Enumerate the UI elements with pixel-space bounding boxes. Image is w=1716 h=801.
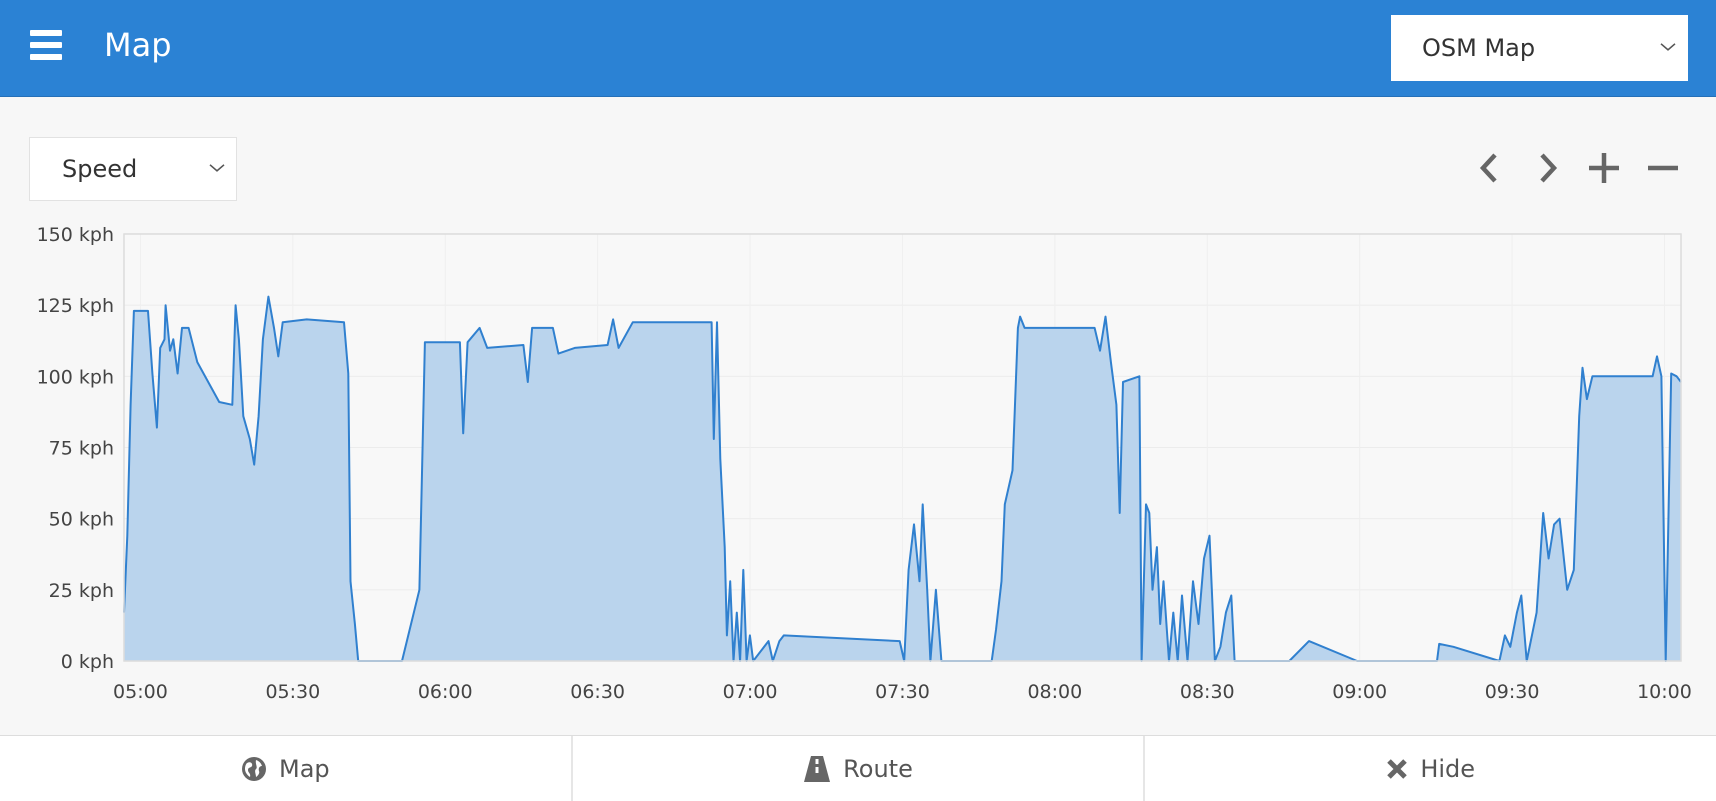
map-button-label: Map (279, 754, 330, 783)
app-header: Map OSM Map (0, 0, 1716, 97)
road-icon (804, 755, 831, 782)
x-tick-label: 07:00 (723, 681, 778, 703)
metric-value: Speed (62, 155, 138, 183)
x-tick-label: 08:00 (1027, 681, 1082, 703)
plot-frame (123, 233, 1682, 662)
page-title: Map (104, 26, 172, 64)
x-tick-label: 05:30 (265, 681, 320, 703)
x-tick-label: 07:30 (875, 681, 930, 703)
x-tick-label: 10:00 (1637, 681, 1692, 703)
hide-button[interactable]: Hide (1145, 736, 1716, 801)
map-type-select[interactable]: OSM Map (1391, 15, 1688, 81)
route-button[interactable]: Route (573, 736, 1146, 801)
y-tick-label: 50 kph (49, 509, 114, 531)
y-tick-label: 150 kph (37, 224, 114, 246)
map-type-value: OSM Map (1422, 34, 1536, 62)
chevron-right-icon[interactable] (1529, 150, 1565, 186)
y-tick-label: 75 kph (49, 438, 114, 460)
route-button-label: Route (843, 754, 913, 783)
chart-grid (124, 233, 1681, 662)
chevron-left-icon[interactable] (1472, 150, 1508, 186)
minus-icon[interactable] (1645, 150, 1681, 186)
y-tick-label: 25 kph (49, 580, 114, 602)
plus-icon[interactable] (1586, 150, 1622, 186)
x-tick-label: 06:00 (418, 681, 473, 703)
x-tick-label: 05:00 (113, 681, 168, 703)
x-tick-label: 09:30 (1485, 681, 1540, 703)
chevron-down-icon (209, 164, 225, 172)
globe-icon (242, 756, 266, 781)
y-tick-label: 125 kph (37, 295, 114, 317)
metric-select[interactable]: Speed (29, 137, 237, 201)
x-tick-label: 08:30 (1180, 681, 1235, 703)
x-tick-label: 09:00 (1332, 681, 1387, 703)
y-tick-label: 0 kph (61, 651, 114, 673)
chevron-down-icon (1660, 43, 1676, 51)
speed-chart[interactable]: 0 kph 25 kph 50 kph 75 kph 100 kph 125 kph 150… (0, 210, 1716, 730)
close-icon (1387, 758, 1408, 779)
x-tick-label: 06:30 (570, 681, 625, 703)
bottom-toolbar: Map Route Hide (0, 735, 1716, 801)
speed-line (123, 295, 1682, 662)
hide-button-label: Hide (1420, 754, 1476, 783)
y-axis: 0 kph 25 kph 50 kph 75 kph 100 kph 125 kph 150… (37, 224, 114, 673)
x-axis: 05:00 05:30 06:00 06:30 07:00 07:30 08:00 08:30… (113, 681, 1692, 703)
speed-area (124, 296, 1681, 661)
map-button[interactable]: Map (0, 736, 573, 801)
y-tick-label: 100 kph (37, 366, 114, 388)
menu-icon[interactable] (30, 30, 62, 60)
